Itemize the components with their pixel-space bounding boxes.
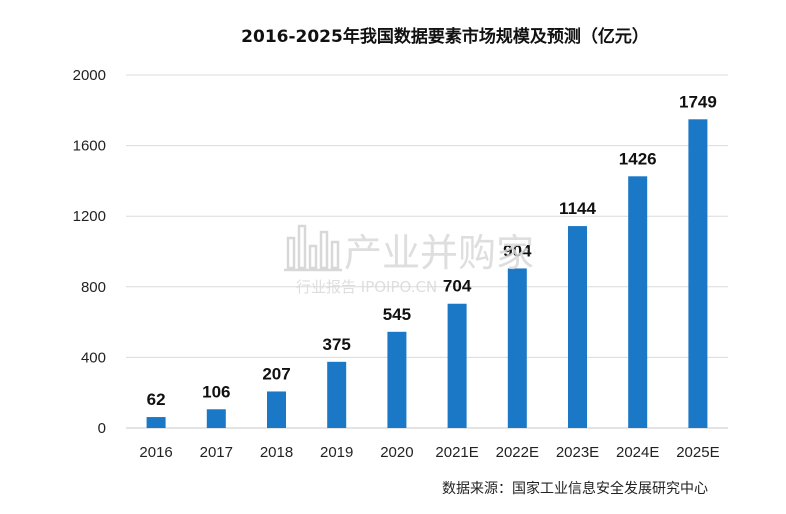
x-tick-label: 2019 [320, 444, 353, 461]
source-note: 数据来源：国家工业信息安全发展研究中心 [442, 480, 708, 497]
data-label: 1749 [679, 92, 717, 111]
y-tick-label: 800 [81, 279, 106, 296]
x-tick-label: 2023E [556, 444, 599, 461]
data-label: 1144 [559, 199, 596, 218]
bar [206, 409, 226, 428]
data-label: 545 [383, 305, 411, 324]
bar [507, 268, 527, 428]
bar [327, 361, 347, 428]
bar [267, 391, 286, 428]
data-label: 375 [323, 335, 351, 354]
chart-title: 2016-2025年我国数据要素市场规模及预测（亿元） [241, 26, 649, 47]
watermark-chart-icon [284, 224, 342, 272]
data-label: 1426 [619, 149, 657, 168]
data-label: 106 [202, 382, 230, 401]
bar [688, 119, 708, 428]
watermark-logo: 产业并购家 行业报告 IPOIPO.CN [284, 224, 534, 296]
x-tick-label: 2018 [260, 444, 293, 461]
data-label: 904 [503, 241, 532, 260]
bars [146, 119, 708, 428]
x-axis: 2016 2017 2018 2019 2020 2021E 2022E 2023E 2024E… [139, 444, 719, 461]
watermark-subtext: 行业报告 IPOIPO.CN [296, 278, 437, 296]
x-tick-label: 2022E [496, 444, 539, 461]
x-tick-label: 2025E [676, 444, 719, 461]
y-tick-label: 400 [81, 349, 106, 366]
x-tick-label: 2020 [380, 444, 413, 461]
data-label: 62 [147, 390, 166, 409]
data-label: 704 [443, 277, 472, 296]
bar [568, 226, 587, 428]
y-tick-label: 1200 [73, 208, 106, 225]
bar [387, 331, 407, 428]
bar [447, 303, 467, 428]
y-tick-label: 0 [98, 420, 106, 437]
data-label: 207 [262, 364, 290, 383]
y-axis: 0 400 800 1200 1600 2000 [73, 67, 106, 437]
watermark-text: 产业并购家 [344, 231, 534, 275]
x-tick-label: 2021E [435, 444, 478, 461]
y-tick-label: 2000 [73, 67, 106, 84]
x-tick-label: 2024E [616, 444, 659, 461]
bar [628, 176, 648, 428]
x-tick-label: 2016 [139, 444, 172, 461]
y-tick-label: 1600 [73, 138, 106, 155]
bar [146, 417, 166, 428]
data-labels: 62 106 207 375 545 704 904 1144 1426 1749 [147, 92, 717, 409]
grid [126, 74, 728, 429]
x-tick-label: 2017 [200, 444, 233, 461]
